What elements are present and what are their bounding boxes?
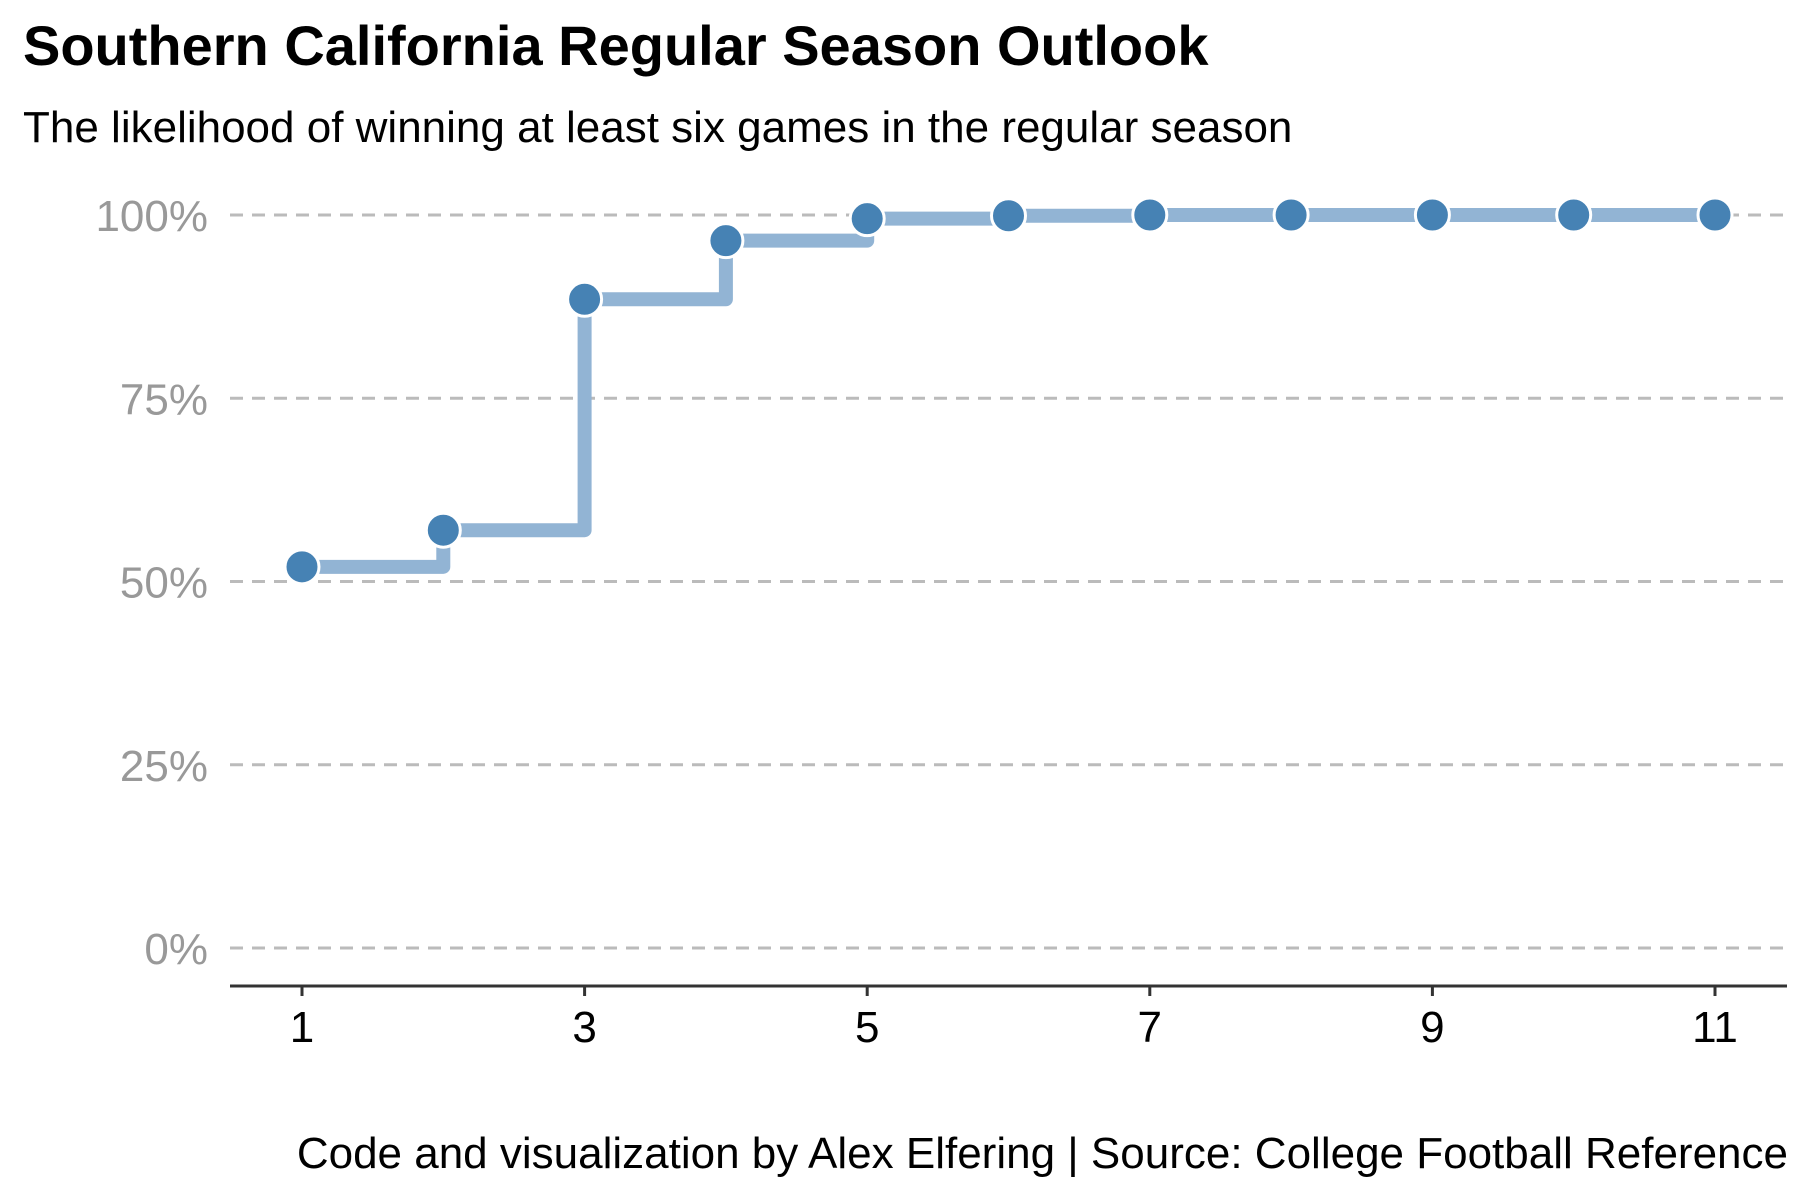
x-tick-label: 3 [572,1003,596,1052]
x-tick-label: 5 [855,1003,879,1052]
data-point [848,200,886,238]
x-tick-label: 7 [1138,1003,1162,1052]
data-point [1696,196,1734,234]
data-point [424,511,462,549]
data-point [707,222,745,260]
data-point [283,548,321,586]
chart-caption: Code and visualization by Alex Elfering … [296,1129,1788,1178]
x-tick-label: 1 [290,1003,314,1052]
data-point [1413,196,1451,234]
step-line [295,208,1722,574]
y-tick-label: 50% [120,559,208,608]
x-tick-label: 11 [1692,1003,1738,1052]
data-point [1272,196,1310,234]
chart-title: Southern California Regular Season Outlo… [23,14,1209,77]
y-tick-label: 75% [120,375,208,424]
data-point [1555,196,1593,234]
chart-subtitle: The likelihood of winning at least six g… [23,103,1293,152]
data-point [1131,196,1169,234]
y-tick-label: 25% [120,742,208,791]
data-point [566,280,604,318]
data-point [990,197,1027,235]
y-tick-label: 100% [95,192,208,241]
y-tick-label: 0% [144,925,208,974]
x-tick-label: 9 [1420,1003,1444,1052]
